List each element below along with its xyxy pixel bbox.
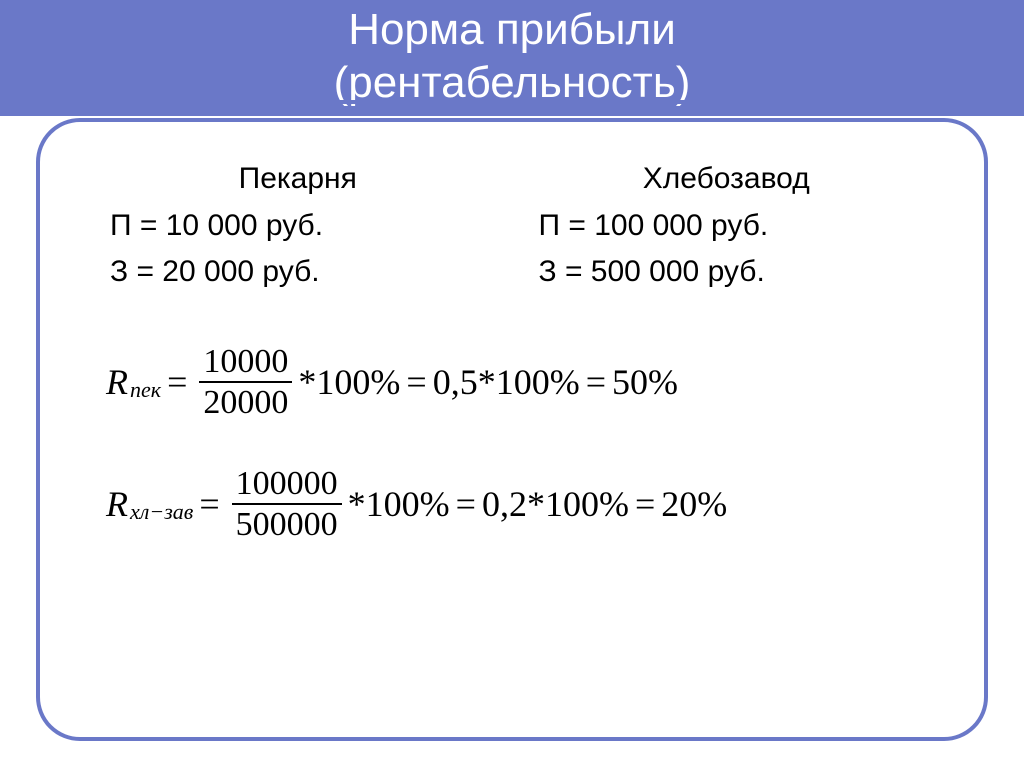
formula2-fraction: 100000 500000 bbox=[232, 464, 342, 544]
formula2-denominator: 500000 bbox=[232, 505, 342, 544]
equals-sign: = bbox=[635, 483, 655, 525]
formula1-var: R bbox=[106, 361, 128, 403]
formula2-step2: 0,2*100% bbox=[482, 483, 629, 525]
data-columns: Пекарня П = 10 000 руб. З = 20 000 руб. … bbox=[100, 156, 924, 296]
equals-sign: = bbox=[586, 361, 606, 403]
formula1-step2: 0,5*100% bbox=[433, 361, 580, 403]
formula1-numerator: 10000 bbox=[199, 342, 292, 381]
right-column: Хлебозавод П = 100 000 руб. З = 500 000 … bbox=[528, 156, 924, 296]
formula1-fraction: 10000 20000 bbox=[199, 342, 292, 422]
equals-sign: = bbox=[456, 483, 476, 525]
formula-factory: Rхл−зав = 100000 500000 *100% = 0,2*100%… bbox=[106, 464, 924, 544]
formula2-numerator: 100000 bbox=[232, 464, 342, 503]
formula-bakery: Rпек = 10000 20000 *100% = 0,5*100% = 50… bbox=[106, 342, 924, 422]
title-line-1: Норма прибыли bbox=[348, 5, 676, 54]
equals-sign: = bbox=[406, 361, 426, 403]
right-heading: Хлебозавод bbox=[528, 156, 924, 203]
formula2-subscript: хл−зав bbox=[130, 499, 193, 525]
formula1-step1: *100% bbox=[298, 361, 400, 403]
formula1-subscript: пек bbox=[130, 377, 161, 403]
decorative-line bbox=[0, 100, 1024, 104]
content-frame: Пекарня П = 10 000 руб. З = 20 000 руб. … bbox=[36, 118, 988, 741]
left-column: Пекарня П = 10 000 руб. З = 20 000 руб. bbox=[100, 156, 496, 296]
formula2-result: 20% bbox=[661, 483, 727, 525]
left-heading: Пекарня bbox=[100, 156, 496, 203]
formula1-denominator: 20000 bbox=[199, 383, 292, 422]
right-cost: З = 500 000 руб. bbox=[528, 249, 924, 296]
formula2-var: R bbox=[106, 483, 128, 525]
left-cost: З = 20 000 руб. bbox=[100, 249, 496, 296]
equals-sign: = bbox=[199, 483, 219, 525]
formula1-result: 50% bbox=[612, 361, 678, 403]
right-profit: П = 100 000 руб. bbox=[528, 203, 924, 250]
left-profit: П = 10 000 руб. bbox=[100, 203, 496, 250]
formula2-step1: *100% bbox=[348, 483, 450, 525]
slide-title-bar: Норма прибыли (рентабельность) bbox=[0, 0, 1024, 116]
equals-sign: = bbox=[167, 361, 187, 403]
slide-title: Норма прибыли (рентабельность) bbox=[0, 4, 1024, 110]
